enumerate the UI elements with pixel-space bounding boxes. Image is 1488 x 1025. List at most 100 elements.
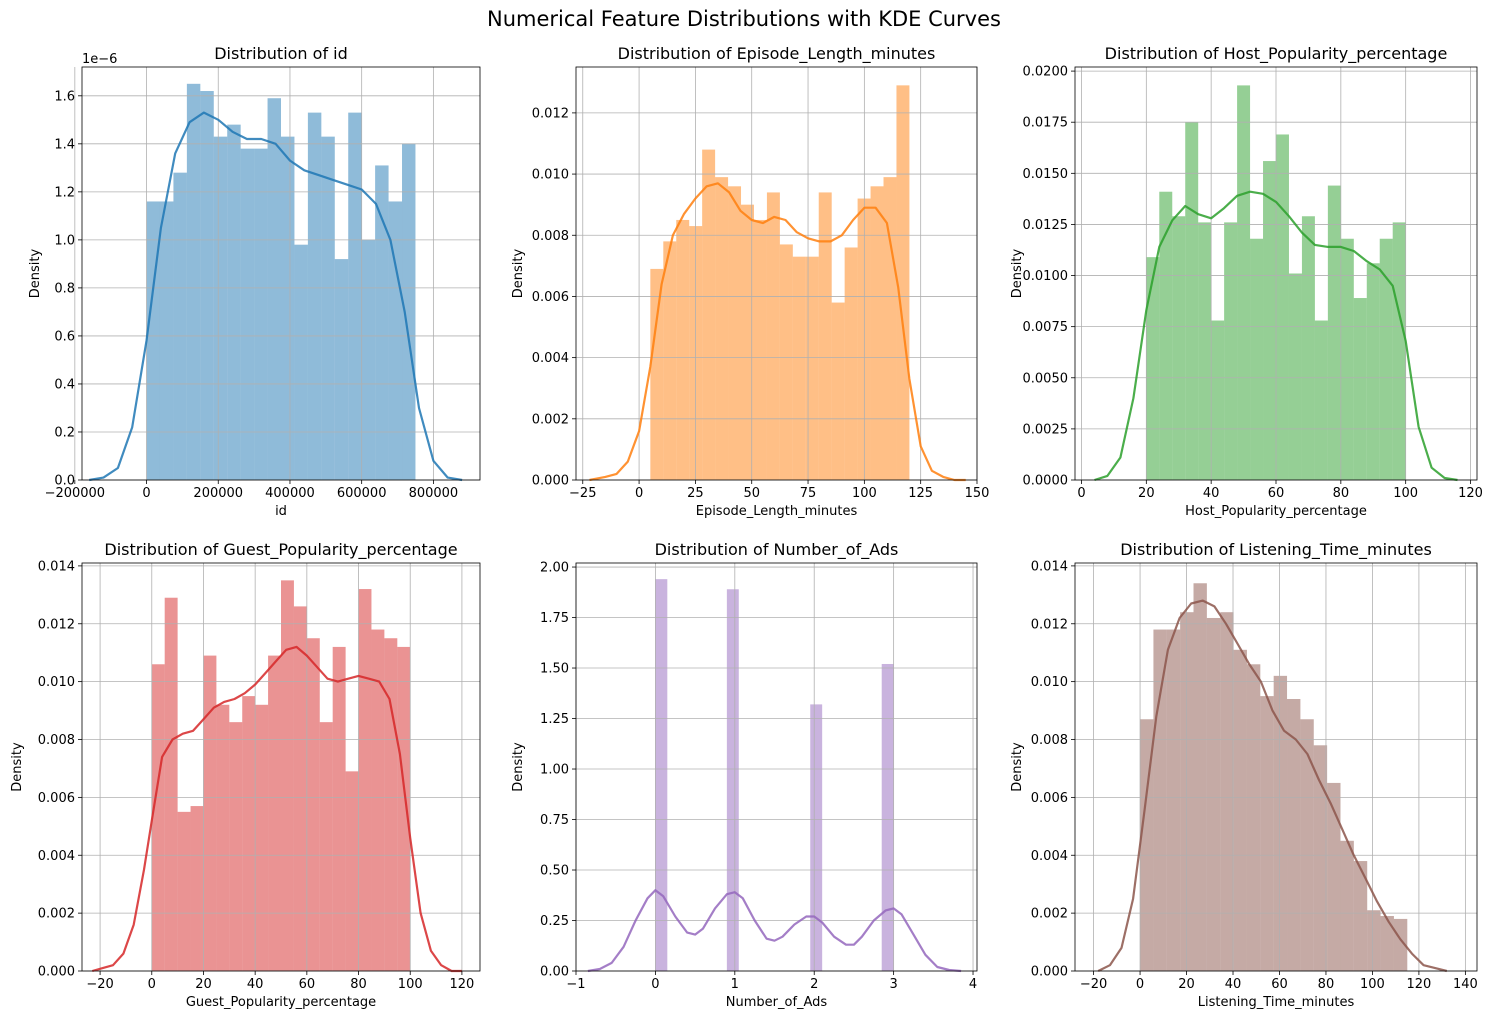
histogram-bar [766, 192, 780, 480]
axes-frame [575, 562, 978, 972]
histogram-bar [348, 112, 362, 480]
histogram-bar [1166, 629, 1181, 971]
y-axis-label: Density [511, 742, 526, 792]
histogram-bar [818, 192, 832, 480]
histogram-bar [321, 136, 335, 480]
histogram-bar [307, 112, 322, 480]
x-tick-label: 150 [965, 486, 990, 501]
y-tick-label: 0.0025 [1023, 422, 1069, 437]
histogram-bar [779, 244, 793, 480]
axes-frame [81, 66, 481, 481]
y-tick-label: 0.012 [532, 106, 569, 121]
histogram-bar [255, 704, 269, 971]
subplot-6: −20 0 20 40 60 80 100 120 140 0.000 0.002 0.004 0.00… [1010, 540, 1478, 1010]
x-tick-label: −20 [1080, 977, 1107, 992]
subplot-4: −20 0 20 40 60 80 100 120 0.000 0.002 0.004 0.006 0.… [10, 540, 481, 1010]
histogram-bar [402, 143, 416, 480]
y-tick-label: 0.012 [38, 617, 75, 632]
subplot-title: Distribution of id [214, 44, 348, 63]
histogram-bar [200, 91, 214, 480]
histogram-bar [1379, 238, 1393, 480]
histogram-bar [1153, 629, 1167, 971]
x-tick-label: 80 [1318, 977, 1335, 992]
histogram-bar [1367, 910, 1381, 971]
y-tick-label: 0.010 [1031, 675, 1068, 690]
y-tick-label: 0.6 [54, 329, 75, 344]
y-tick-label: 0.0200 [1023, 65, 1069, 80]
x-tick-label: 2 [810, 977, 818, 992]
x-tick-label: 25 [687, 486, 704, 501]
x-tick-label: 20 [1178, 977, 1195, 992]
x-axis-label: id [275, 504, 287, 519]
histogram-bar [1246, 664, 1261, 971]
histogram-bar [676, 219, 690, 481]
histogram-bar [702, 149, 716, 480]
histogram-bar [1193, 583, 1207, 971]
figure-title: Numerical Feature Distributions with KDE… [487, 7, 1001, 31]
y-axis-label: Density [1010, 742, 1025, 792]
y-tick-label: 0.0000 [1023, 474, 1069, 489]
histogram-bar [164, 597, 178, 971]
histogram-bar [213, 136, 228, 480]
x-tick-label: 50 [743, 486, 760, 501]
histogram-bar [227, 124, 241, 481]
y-tick-label: 0.8 [54, 281, 75, 296]
histogram-bar [1250, 238, 1264, 480]
x-tick-label: 0 [651, 977, 659, 992]
histogram-bar [1233, 649, 1247, 971]
histogram-bar [281, 136, 295, 480]
y-tick-label: 0.0 [54, 474, 75, 489]
axes-frame [1074, 562, 1478, 972]
x-tick-label: 125 [908, 486, 933, 501]
histogram-bar [293, 606, 307, 971]
histogram-bar [268, 655, 281, 971]
subplot-title: Distribution of Host_Popularity_percenta… [1105, 44, 1448, 64]
histogram-bar [1380, 916, 1394, 971]
y-tick-label: 0.000 [1031, 965, 1068, 980]
histogram-bar [1353, 298, 1367, 480]
y-axis-label: Density [1010, 248, 1025, 298]
y-tick-label: 0.4 [54, 377, 75, 392]
histogram-bar [650, 268, 664, 480]
x-tick-label: 1 [731, 977, 739, 992]
y-tick-label: 1.75 [540, 611, 569, 626]
histogram-bar [1159, 191, 1173, 480]
y-tick-label: 0.0175 [1023, 116, 1069, 131]
subplot-title: Distribution of Number_of_Ads [655, 540, 899, 560]
histogram-bar [186, 83, 201, 480]
y-tick-label: 0.012 [1031, 617, 1068, 632]
y-tick-label: 0.010 [532, 168, 569, 183]
histogram-bar [345, 771, 359, 971]
histogram-bar [663, 241, 677, 480]
x-tick-label: 60 [1271, 977, 1288, 992]
x-tick-label: 0 [148, 977, 156, 992]
histogram-bar [870, 186, 884, 481]
histogram-bar [1327, 185, 1341, 480]
y-tick-label: 0.000 [38, 965, 75, 980]
histogram-bar [1340, 840, 1354, 971]
y-tick-label: 0.010 [38, 675, 75, 690]
x-axis-label: Listening_Time_minutes [1198, 995, 1355, 1010]
histogram-bar [1314, 320, 1328, 480]
histogram-bar [1276, 134, 1289, 481]
histogram-bar [1366, 263, 1380, 480]
x-tick-label: 400000 [265, 486, 315, 501]
y-tick-label: 0.50 [540, 864, 569, 879]
y-tick-label: 0.004 [1031, 849, 1068, 864]
histogram-bar [371, 629, 385, 971]
y-tick-label: 0.008 [532, 229, 569, 244]
histogram-bar [881, 663, 894, 971]
histogram-bar [1353, 861, 1368, 971]
histogram-bar [146, 201, 160, 480]
kde-curve [589, 182, 966, 482]
histogram-bar [159, 201, 174, 480]
histogram-bar [203, 655, 217, 971]
y-tick-label: 1.2 [54, 185, 75, 200]
histogram-bar [1392, 222, 1406, 480]
subplot-2: −25 0 25 50 75 100 125 150 0.000 0.002 0.004 0.006 0… [511, 44, 989, 519]
histogram-bar [715, 177, 729, 480]
x-tick-label: 100 [852, 486, 877, 501]
x-tick-label: 0 [1136, 977, 1144, 992]
histogram-bar [281, 580, 294, 971]
